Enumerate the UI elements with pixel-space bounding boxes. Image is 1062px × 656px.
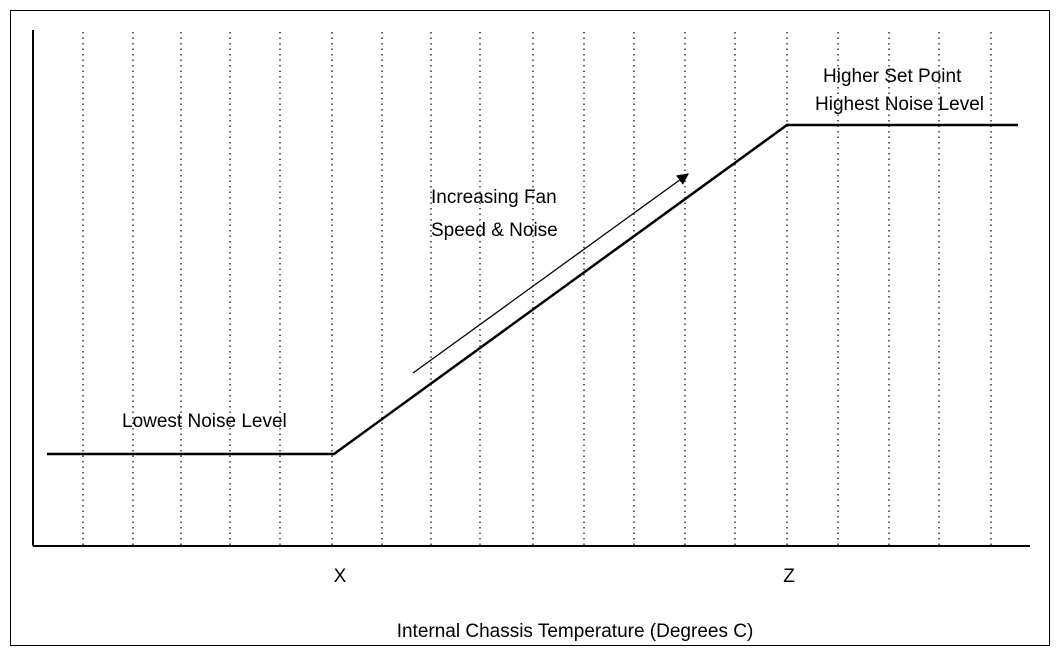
label-higher-set-point: Higher Set Point [823,66,962,87]
label-increasing-fan: Increasing Fan [431,187,557,208]
fan-noise-curve [47,123,1018,456]
z-tick-label: Z [783,566,795,587]
x-tick-label: X [334,566,347,587]
x-axis-title: Internal Chassis Temperature (Degrees C) [397,621,754,642]
chart-frame [10,10,1050,646]
increasing-arrow [412,173,689,374]
label-highest-noise: Highest Noise Level [815,94,984,115]
label-speed-noise: Speed & Noise [431,220,558,241]
label-lowest-noise: Lowest Noise Level [122,411,287,432]
